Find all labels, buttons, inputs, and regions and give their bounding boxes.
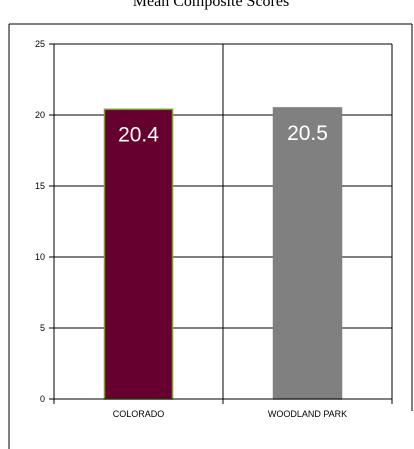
bars <box>103 107 343 400</box>
x-tick-label: COLORADO <box>113 409 165 419</box>
y-tick-label: 15 <box>35 181 45 191</box>
labels: 0 5 10 15 20 25 20.4 COLORADO 20.5 WOODLAND PARK <box>35 39 347 419</box>
data-label: 20.4 <box>118 123 159 146</box>
axes <box>49 43 393 404</box>
chart-title: Mean Composite Scores <box>133 0 289 10</box>
y-tick-label: 10 <box>35 252 45 262</box>
x-tick-label: WOODLAND PARK <box>268 409 347 419</box>
data-label: 20.5 <box>287 122 328 145</box>
y-tick-label: 5 <box>40 323 45 333</box>
bar-woodland-park <box>272 107 343 400</box>
y-tick-label: 25 <box>35 39 45 49</box>
y-tick-label: 20 <box>35 110 45 120</box>
bar-colorado <box>103 108 174 400</box>
y-tick-label: 0 <box>40 394 45 404</box>
